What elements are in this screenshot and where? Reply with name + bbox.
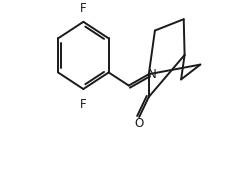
Text: N: N — [147, 68, 156, 81]
Text: O: O — [135, 117, 144, 130]
Text: F: F — [80, 98, 87, 111]
Text: F: F — [80, 2, 87, 15]
